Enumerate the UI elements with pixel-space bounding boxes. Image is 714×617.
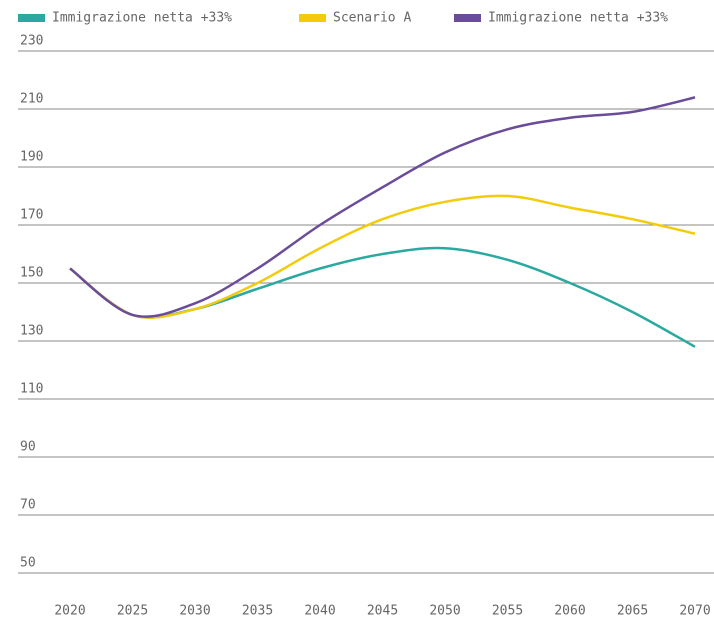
- series-line: [69, 246, 696, 348]
- y-tick-label: 50: [20, 556, 36, 571]
- legend-label: Scenario A: [333, 11, 411, 26]
- legend-swatch: [18, 14, 45, 22]
- legend-swatch: [299, 14, 326, 22]
- legend-label: Immigrazione netta +33%: [488, 11, 668, 26]
- x-tick-label: 2030: [179, 604, 210, 617]
- x-tick-label: 2050: [429, 604, 460, 617]
- y-tick-label: 90: [20, 440, 36, 455]
- y-tick-label: 150: [20, 266, 43, 281]
- x-tick-label: 2065: [617, 604, 648, 617]
- y-tick-label: 170: [20, 208, 43, 223]
- legend-label: Immigrazione netta +33%: [52, 11, 232, 26]
- series-line: [69, 96, 696, 318]
- y-tick-label: 210: [20, 92, 43, 107]
- y-tick-label: 190: [20, 150, 43, 165]
- y-tick-label: 130: [20, 324, 43, 339]
- x-tick-label: 2025: [117, 604, 148, 617]
- y-tick-label: 230: [20, 34, 43, 49]
- series-line: [69, 194, 696, 319]
- y-tick-label: 110: [20, 382, 43, 397]
- legend-swatch: [454, 14, 481, 22]
- y-tick-label: 70: [20, 498, 36, 513]
- x-tick-label: 2060: [554, 604, 585, 617]
- x-tick-label: 2070: [679, 604, 710, 617]
- x-tick-label: 2020: [54, 604, 85, 617]
- x-tick-label: 2040: [304, 604, 335, 617]
- x-tick-label: 2035: [242, 604, 273, 617]
- x-tick-label: 2045: [367, 604, 398, 617]
- x-tick-label: 2055: [492, 604, 523, 617]
